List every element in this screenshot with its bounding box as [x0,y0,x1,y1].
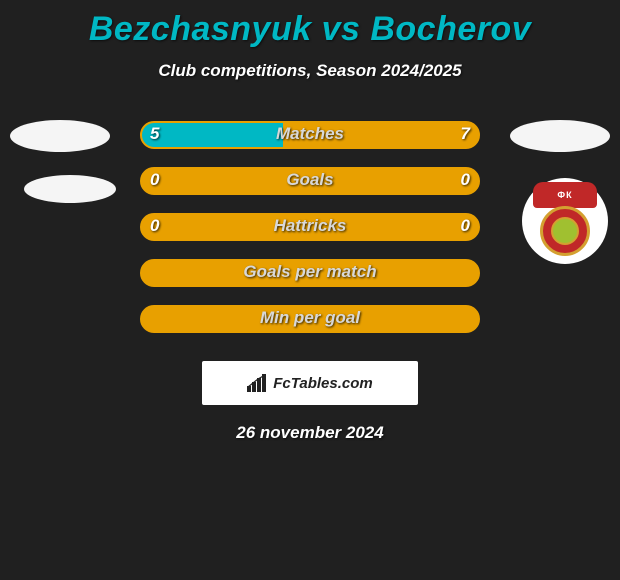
bar-fill-left [142,123,283,147]
bar-track [140,167,480,195]
subtitle: Club competitions, Season 2024/2025 [0,61,620,81]
stat-row: Min per goal [0,305,620,351]
bar-value-right: 0 [461,216,470,236]
bar-track [140,305,480,333]
stat-row: Goals00 [0,167,620,213]
bar-value-right: 7 [461,124,470,144]
stat-row: Hattricks00 [0,213,620,259]
bar-track [140,121,480,149]
bar-value-left: 5 [150,124,159,144]
bar-value-left: 0 [150,216,159,236]
stat-row: Matches57 [0,121,620,167]
stats-bars: Matches57Goals00Hattricks00Goals per mat… [0,121,620,351]
bar-value-left: 0 [150,170,159,190]
footer-brand-box: FcTables.com [202,361,418,405]
page-title: Bezchasnyuk vs Bocherov [0,0,620,49]
bar-value-right: 0 [461,170,470,190]
date-text: 26 november 2024 [0,423,620,443]
comparison-card: Bezchasnyuk vs Bocherov Club competition… [0,0,620,443]
footer-brand-text: FcTables.com [273,375,372,392]
bar-track [140,213,480,241]
bar-track [140,259,480,287]
stat-row: Goals per match [0,259,620,305]
bars-icon [247,374,269,392]
